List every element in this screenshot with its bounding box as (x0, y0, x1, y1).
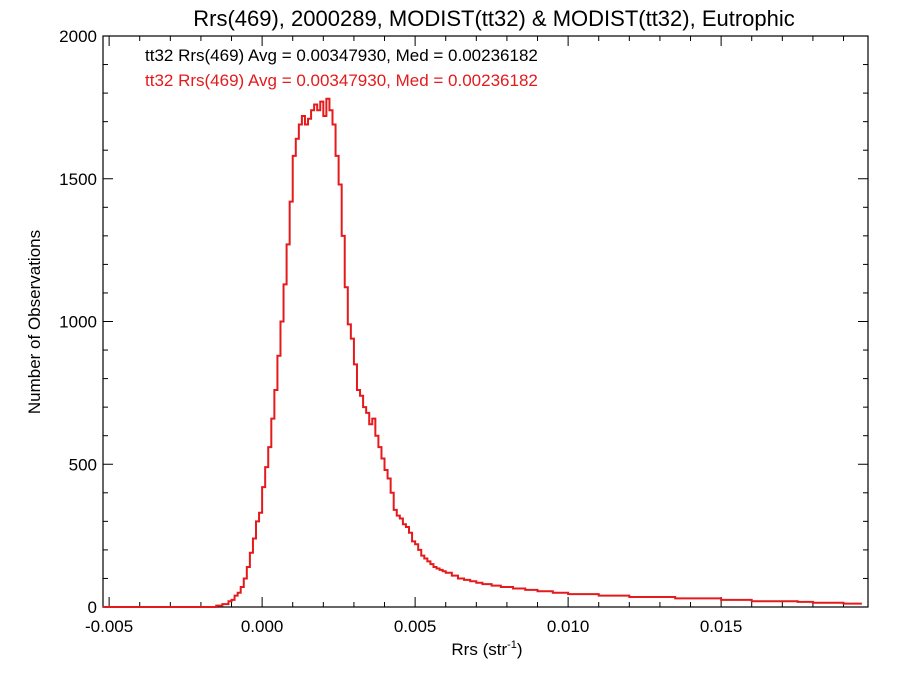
x-tick-label: -0.005 (85, 617, 133, 636)
x-axis-label: Rrs (str-1) (451, 639, 522, 659)
y-axis-label: Number of Observations (25, 230, 44, 414)
x-tick-label: 0.000 (241, 617, 284, 636)
x-tick-label: 0.005 (394, 617, 437, 636)
y-tick-label: 2000 (59, 27, 97, 46)
series-line-1 (103, 97, 862, 608)
x-tick-label: 0.010 (547, 617, 590, 636)
legend-entry-2: tt32 Rrs(469) Avg = 0.00347930, Med = 0.… (145, 71, 538, 90)
x-tick-label: 0.015 (700, 617, 743, 636)
y-tick-label: 0 (88, 598, 97, 617)
y-tick-label: 1000 (59, 313, 97, 332)
legend-entry-1: tt32 Rrs(469) Avg = 0.00347930, Med = 0.… (145, 46, 538, 65)
plot-frame (102, 35, 869, 608)
series-group (103, 97, 862, 608)
tick-labels: -0.005 0.000 0.005 0.010 0.015 0 500 1000 1500 20… (59, 27, 742, 636)
axis-ticks (103, 35, 868, 608)
chart-title: Rrs(469), 2000289, MODIST(tt32) & MODIST… (193, 6, 795, 31)
y-tick-label: 1500 (59, 170, 97, 189)
y-tick-label: 500 (69, 455, 97, 474)
legend: tt32 Rrs(469) Avg = 0.00347930, Med = 0.… (145, 46, 538, 90)
